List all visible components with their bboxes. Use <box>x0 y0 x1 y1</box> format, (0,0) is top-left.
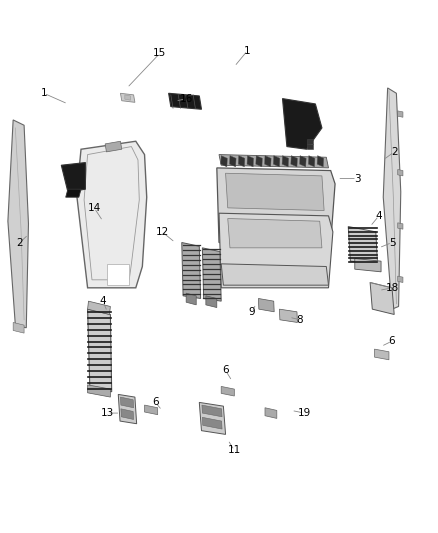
Polygon shape <box>182 243 201 298</box>
Polygon shape <box>279 309 297 322</box>
Text: 15: 15 <box>153 49 166 58</box>
Text: 4: 4 <box>99 296 106 306</box>
Text: 8: 8 <box>297 315 304 325</box>
Polygon shape <box>221 264 328 285</box>
Polygon shape <box>307 144 313 149</box>
Polygon shape <box>282 156 289 167</box>
Text: 18: 18 <box>385 283 399 293</box>
Text: 16: 16 <box>180 94 193 103</box>
Polygon shape <box>221 156 227 167</box>
Polygon shape <box>398 276 403 282</box>
Text: 6: 6 <box>389 336 396 346</box>
Polygon shape <box>88 301 110 314</box>
Polygon shape <box>256 156 262 167</box>
Text: 19: 19 <box>298 408 311 418</box>
Polygon shape <box>186 293 196 305</box>
Polygon shape <box>125 95 131 100</box>
Polygon shape <box>107 264 129 285</box>
Polygon shape <box>202 405 222 417</box>
Polygon shape <box>308 156 315 167</box>
Polygon shape <box>273 156 280 167</box>
Polygon shape <box>66 189 81 197</box>
Text: 13: 13 <box>101 408 114 418</box>
Polygon shape <box>202 417 222 429</box>
Polygon shape <box>105 141 122 152</box>
Polygon shape <box>202 248 221 301</box>
Polygon shape <box>238 156 245 167</box>
Polygon shape <box>13 322 24 333</box>
Text: 14: 14 <box>88 203 101 213</box>
Polygon shape <box>398 223 403 229</box>
Polygon shape <box>317 156 324 167</box>
Polygon shape <box>8 120 28 328</box>
Polygon shape <box>230 156 236 167</box>
Polygon shape <box>221 386 234 396</box>
Polygon shape <box>247 156 254 167</box>
Polygon shape <box>348 227 378 264</box>
Text: 4: 4 <box>375 211 382 221</box>
Polygon shape <box>120 397 134 408</box>
Polygon shape <box>374 349 389 360</box>
Polygon shape <box>120 93 135 102</box>
Polygon shape <box>199 402 226 434</box>
Polygon shape <box>265 156 271 167</box>
Polygon shape <box>61 163 85 192</box>
Polygon shape <box>265 408 277 418</box>
Polygon shape <box>398 111 403 117</box>
Polygon shape <box>228 219 322 248</box>
Text: 12: 12 <box>155 227 169 237</box>
Polygon shape <box>88 385 110 397</box>
Polygon shape <box>206 296 217 308</box>
Text: 1: 1 <box>244 46 251 55</box>
Polygon shape <box>258 298 274 312</box>
Polygon shape <box>383 88 401 309</box>
Polygon shape <box>291 156 297 167</box>
Polygon shape <box>88 309 112 392</box>
Polygon shape <box>118 394 137 424</box>
Polygon shape <box>217 168 335 243</box>
Polygon shape <box>219 155 328 168</box>
Polygon shape <box>226 173 324 211</box>
Text: 2: 2 <box>391 147 398 157</box>
Polygon shape <box>307 139 313 144</box>
Polygon shape <box>370 282 394 314</box>
Polygon shape <box>121 409 134 419</box>
Polygon shape <box>169 93 201 109</box>
Text: 1: 1 <box>40 88 47 98</box>
Polygon shape <box>300 156 306 167</box>
Text: 2: 2 <box>16 238 23 247</box>
Polygon shape <box>283 99 322 149</box>
Polygon shape <box>77 141 147 288</box>
Text: 6: 6 <box>152 398 159 407</box>
Polygon shape <box>219 213 333 288</box>
Polygon shape <box>398 169 403 176</box>
Text: 11: 11 <box>228 446 241 455</box>
Polygon shape <box>355 259 381 272</box>
Text: 9: 9 <box>248 307 255 317</box>
Text: 5: 5 <box>389 238 396 247</box>
Text: 6: 6 <box>222 366 229 375</box>
Text: 3: 3 <box>353 174 360 183</box>
Polygon shape <box>145 405 158 415</box>
